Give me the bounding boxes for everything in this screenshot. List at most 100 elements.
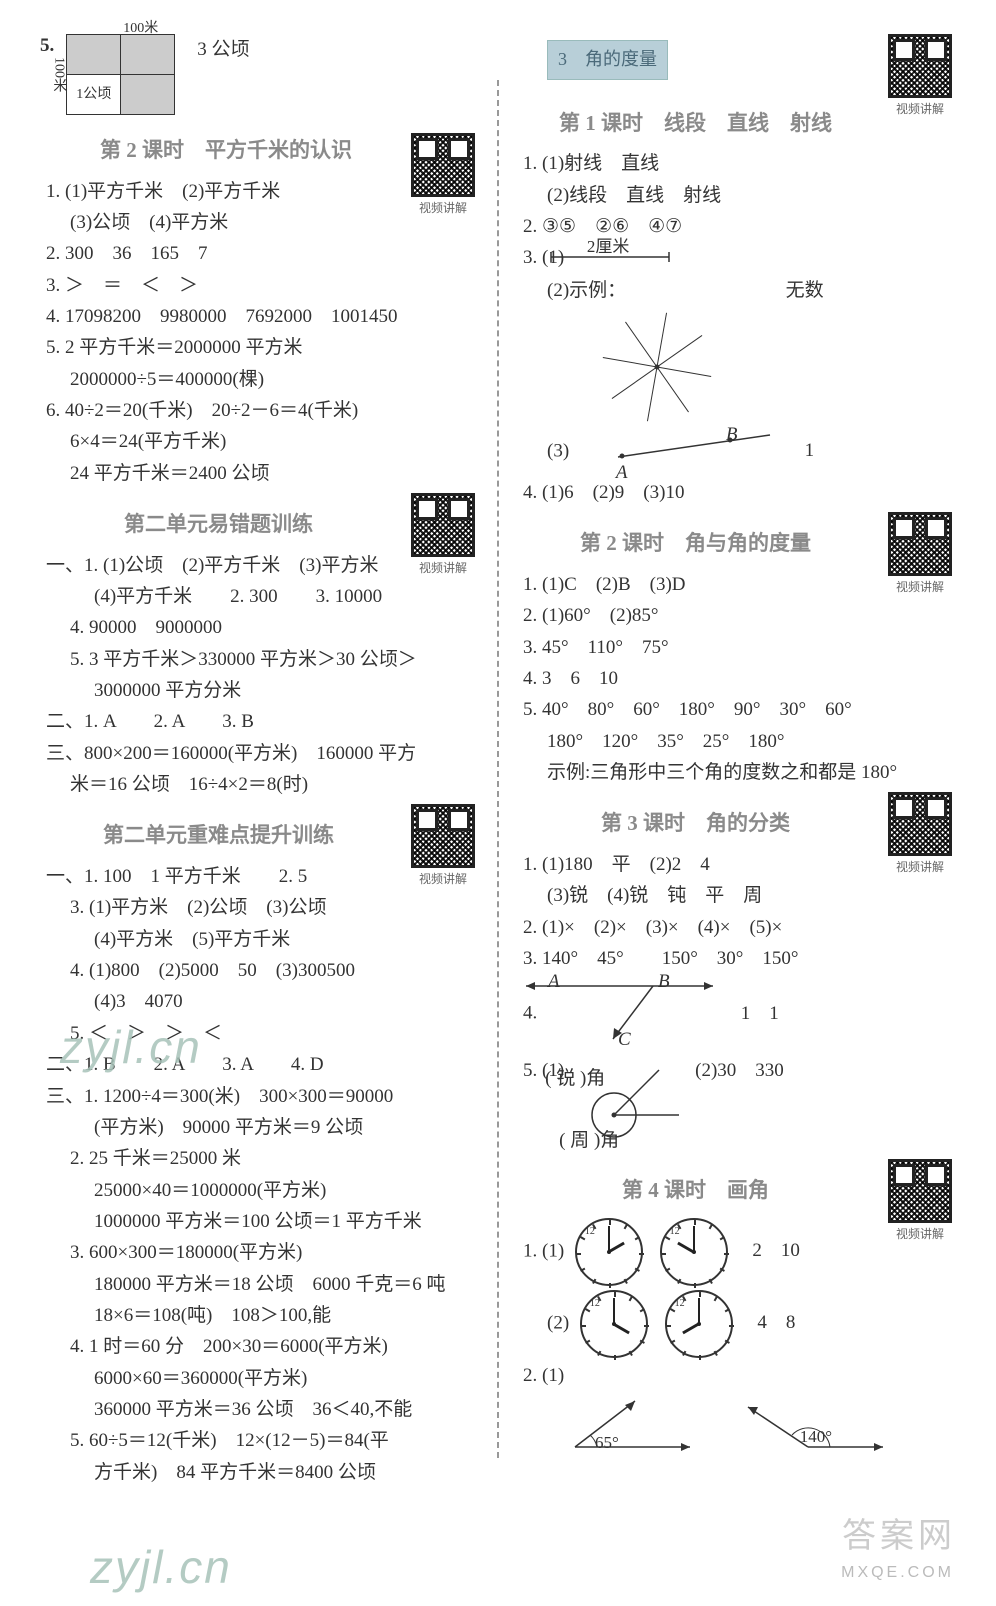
answer-line: (3) A B 1 bbox=[547, 427, 956, 477]
q3-3-label: (3) bbox=[547, 440, 569, 461]
unit-header: 3 角的度量 bbox=[547, 40, 668, 80]
qr-label: 视频讲解 bbox=[419, 872, 467, 886]
answer-line: 三、800×200＝160000(平方米) 160000 平方 bbox=[46, 738, 479, 769]
answer-line: (4)平方千米 2. 300 3. 10000 bbox=[94, 581, 479, 612]
qr-code[interactable]: 视频讲解 bbox=[884, 792, 956, 878]
answer-line: 3. (1)平方米 (2)公顷 (3)公顷 bbox=[70, 892, 479, 923]
left-column: 5. 100米 100米1公顷 3 公顷 视频讲解 第 2 课时 平方千米的认识… bbox=[30, 30, 489, 1488]
clock-diagram: 12 bbox=[575, 1218, 643, 1286]
answer-line: 三、1. 1200÷4＝300(米) 300×300＝90000 bbox=[46, 1081, 479, 1112]
qr-code[interactable]: 视频讲解 bbox=[884, 1159, 956, 1245]
segment-label: 2厘米 bbox=[611, 233, 630, 261]
page-root: 5. 100米 100米1公顷 3 公顷 视频讲解 第 2 课时 平方千米的认识… bbox=[0, 0, 996, 1518]
answer-line: 5. (1) ( 锐 )角 ( 周 )角 (2)30 330 bbox=[523, 1055, 956, 1155]
answer-line: 4. 3 6 10 bbox=[523, 663, 956, 694]
q3-3-answer: 1 bbox=[805, 440, 815, 461]
q1-1-answer: 2 10 bbox=[752, 1240, 800, 1261]
q1-2-answer: 4 8 bbox=[757, 1312, 795, 1333]
answer-line: (4)3 4070 bbox=[94, 986, 479, 1017]
clock-diagram: 12 bbox=[665, 1290, 733, 1358]
answer-line: 米＝16 公顷 16÷4×2＝8(时) bbox=[70, 769, 479, 800]
answer-line: 1. (1)射线 直线 bbox=[523, 148, 956, 179]
answer-line: 2. 25 千米＝25000 米 bbox=[70, 1143, 479, 1174]
q5-2-answer: (2)30 330 bbox=[719, 1055, 784, 1086]
answer-line: 6. 40÷2＝20(千米) 20÷2－6＝4(千米) bbox=[46, 395, 479, 426]
answer-line: 5. 2 平方千米＝2000000 平方米 bbox=[46, 332, 479, 363]
answer-line: 方千米) 84 平方千米＝8400 公顷 bbox=[94, 1457, 479, 1488]
answer-line: 2. 300 36 165 7 bbox=[46, 238, 479, 269]
answer-line: 2. (1)60° (2)85° bbox=[523, 600, 956, 631]
qr-code[interactable]: 视频讲解 bbox=[407, 804, 479, 890]
q2-label: 2. (1) bbox=[523, 1365, 564, 1386]
answer-line: 5. 40° 80° 60° 180° 90° 30° 60° bbox=[523, 694, 956, 725]
answer-line: 2. (1) bbox=[523, 1360, 956, 1391]
q5-answer: 3 公顷 bbox=[197, 34, 249, 65]
answer-line: 4. (1)6 (2)9 (3)10 bbox=[523, 477, 956, 508]
grid-diagram: 100米 100米1公顷 bbox=[66, 34, 175, 115]
top-q5: 5. 100米 100米1公顷 3 公顷 bbox=[40, 30, 479, 115]
grid-top-label: 100米 bbox=[123, 17, 158, 40]
q1-1-label: 1. (1) bbox=[523, 1240, 564, 1261]
qr-code[interactable]: 视频讲解 bbox=[407, 133, 479, 219]
mxqe-label: MXQE.COM bbox=[841, 1560, 954, 1586]
star-diagram bbox=[597, 307, 717, 427]
qr-label: 视频讲解 bbox=[896, 1227, 944, 1241]
answer-line: 5. ＜ ＞ ＞ ＜ bbox=[70, 1018, 479, 1049]
answer-line: 3000000 平方分米 bbox=[94, 675, 479, 706]
answer-line: 4. (1)800 (2)5000 50 (3)300500 bbox=[70, 955, 479, 986]
qr-label: 视频讲解 bbox=[896, 860, 944, 874]
angle-label: 140° bbox=[800, 1423, 832, 1451]
qr-label: 视频讲解 bbox=[419, 561, 467, 575]
answer-line: 二、1. A 2. A 3. B bbox=[46, 706, 479, 737]
answer-line: 2. (1)× (2)× (3)× (4)× (5)× bbox=[523, 912, 956, 943]
answer-line: 24 平方千米＝2400 公顷 bbox=[70, 458, 479, 489]
qr-label: 视频讲解 bbox=[896, 102, 944, 116]
answer-line: 180° 120° 35° 25° 180° bbox=[547, 726, 956, 757]
answer-line: 25000×40＝1000000(平方米) bbox=[94, 1175, 479, 1206]
qr-code[interactable]: 视频讲解 bbox=[884, 34, 956, 120]
grid-left-label: 100米 bbox=[47, 57, 70, 92]
angle-label: 65° bbox=[595, 1429, 619, 1457]
grid-cell-label: 1公顷 bbox=[76, 87, 111, 102]
answer-line: 3. (1) 2厘米 bbox=[523, 242, 956, 275]
qr-code[interactable]: 视频讲解 bbox=[884, 512, 956, 598]
answer-line: (4)平方米 (5)平方千米 bbox=[94, 924, 479, 955]
answer-line: 3. 600×300＝180000(平方米) bbox=[70, 1237, 479, 1268]
clock-diagram: 12 bbox=[580, 1290, 648, 1358]
q3-2-label: (2)示例： bbox=[547, 280, 626, 301]
column-divider bbox=[497, 80, 499, 1458]
ray-ab-diagram bbox=[610, 427, 780, 467]
answer-line: 3. ＞ ＝ ＜ ＞ bbox=[46, 270, 479, 301]
round-label: ( 周 )角 bbox=[583, 1125, 619, 1156]
answer-line: 3. 140° 45° 150° 30° 150° bbox=[523, 943, 956, 974]
qr-label: 视频讲解 bbox=[896, 580, 944, 594]
answer-line: 1000000 平方米＝100 公顷＝1 平方千米 bbox=[94, 1206, 479, 1237]
answer-line: 5. 60÷5＝12(千米) 12×(12－5)＝84(平 bbox=[70, 1425, 479, 1456]
answer-line: 2000000÷5＝400000(棵) bbox=[70, 364, 479, 395]
angle-140-diagram: 140° bbox=[738, 1395, 888, 1465]
angle-65-diagram: 65° bbox=[565, 1395, 695, 1465]
answer-line: 180000 平方米＝18 公顷 6000 千克＝6 吨 bbox=[94, 1269, 479, 1300]
answer-line: (2)线段 直线 射线 bbox=[547, 180, 956, 211]
answer-line: 示例:三角形中三个角的度数之和都是 180° bbox=[547, 757, 956, 788]
acute-label: ( 锐 )角 bbox=[569, 1063, 605, 1094]
clock-diagram: 12 bbox=[660, 1218, 728, 1286]
q1-2-label: (2) bbox=[547, 1312, 569, 1333]
answer-line: (2)示例： 无数 bbox=[547, 275, 956, 306]
answer-line: 4. A B C 1 1 bbox=[523, 974, 956, 1054]
answer-line: (平方米) 90000 平方米＝9 公顷 bbox=[94, 1112, 479, 1143]
qr-code[interactable]: 视频讲解 bbox=[407, 493, 479, 579]
q3-2-answer: 无数 bbox=[786, 280, 824, 301]
answer-line: 4. 90000 9000000 bbox=[70, 612, 479, 643]
watermark: zyjl.cn bbox=[90, 1530, 232, 1606]
answer-stamp: 答案网 bbox=[842, 1508, 956, 1564]
answer-line: 4. 1 时＝60 分 200×30＝6000(平方米) bbox=[70, 1331, 479, 1362]
angle-row: 65° 140° bbox=[557, 1391, 956, 1469]
answer-line: 5. 3 平方千米＞330000 平方米＞30 公顷＞ bbox=[70, 644, 479, 675]
qr-label: 视频讲解 bbox=[419, 201, 467, 215]
answer-line: 6×4＝24(平方千米) bbox=[70, 426, 479, 457]
answer-line: 3. 45° 110° 75° bbox=[523, 632, 956, 663]
q4-answer: 1 1 bbox=[741, 1003, 779, 1024]
answer-line: (3)锐 (4)锐 钝 平 周 bbox=[547, 880, 956, 911]
answer-line: 18×6＝108(吨) 108＞100,能 bbox=[94, 1300, 479, 1331]
